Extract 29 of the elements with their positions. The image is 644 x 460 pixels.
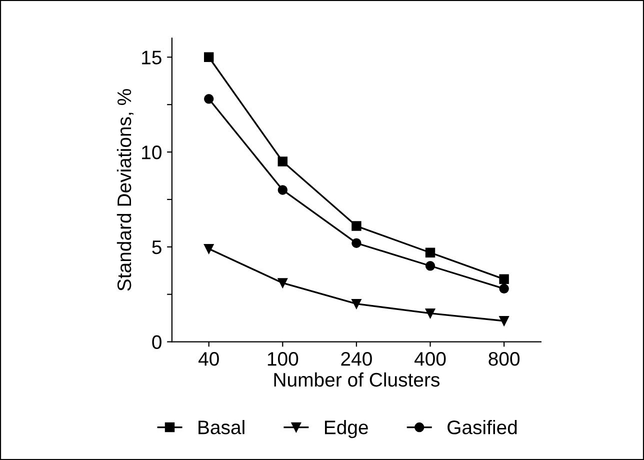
point <box>204 52 214 62</box>
legend-label: Edge <box>324 420 368 438</box>
point <box>499 274 509 284</box>
point <box>204 244 214 254</box>
point <box>278 156 288 166</box>
y-tick-label: 0 <box>152 335 162 350</box>
point <box>352 298 362 309</box>
x-axis-title: Number of Clusters <box>274 372 440 387</box>
point <box>278 185 288 195</box>
legend-label: Basal <box>198 420 244 434</box>
point <box>425 261 436 271</box>
x-tick-label: 800 <box>488 352 520 366</box>
point <box>425 308 436 318</box>
point <box>278 278 288 288</box>
x-tick-label: 40 <box>198 352 219 366</box>
point <box>425 248 436 258</box>
point <box>499 316 509 326</box>
x-tick-label: 100 <box>268 352 298 366</box>
point <box>352 221 362 231</box>
point <box>204 94 214 104</box>
point <box>499 284 509 294</box>
y-tick-label: 5 <box>152 240 162 254</box>
y-tick-label: 15 <box>142 50 162 64</box>
legend-label: Gasified <box>448 420 517 434</box>
point <box>352 238 362 248</box>
x-tick-label: 400 <box>414 352 446 366</box>
x-tick-label: 240 <box>341 352 372 366</box>
y-tick-label: 10 <box>142 146 162 160</box>
y-axis-title: Standard Deviations, % <box>116 89 134 291</box>
